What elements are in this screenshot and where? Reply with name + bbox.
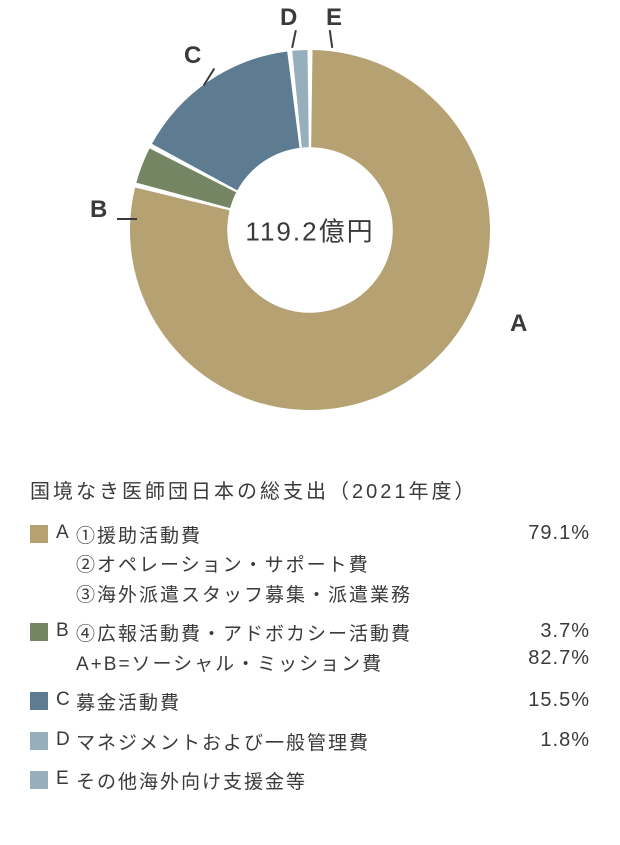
legend-pct: 15.5% — [500, 689, 590, 712]
swatch-a — [30, 525, 48, 543]
legend-row-d: D マネジメントおよび一般管理費 1.8% — [30, 729, 590, 758]
swatch-c — [30, 692, 48, 710]
legend-text: マネジメントおよび一般管理費 — [76, 729, 500, 758]
legend-pct: 79.1% — [500, 522, 590, 545]
legend-key: B — [56, 620, 76, 642]
legend-key: E — [56, 768, 76, 790]
segment-label-a: A — [510, 310, 527, 338]
legend-row-a: A ①援助活動費 ②オペレーション・サポート費 ③海外派遣スタッフ募集・派遣業務… — [30, 522, 590, 610]
swatch-e — [30, 771, 48, 789]
legend-text: ④広報活動費・アドボカシー活動費 A+B=ソーシャル・ミッション費 — [76, 620, 500, 679]
legend-row-e: E その他海外向け支援金等 — [30, 768, 590, 797]
donut-chart: 119.2億円 A B C D E — [90, 10, 530, 450]
segment-label-e: E — [326, 4, 342, 32]
legend-row-b: B ④広報活動費・アドボカシー活動費 A+B=ソーシャル・ミッション費 3.7%… — [30, 620, 590, 679]
segment-label-d: D — [280, 4, 297, 32]
legend-row-c: C 募金活動費 15.5% — [30, 689, 590, 718]
swatch-d — [30, 732, 48, 750]
segment-label-c: C — [184, 42, 201, 70]
swatch-b — [30, 623, 48, 641]
legend-text: ①援助活動費 ②オペレーション・サポート費 ③海外派遣スタッフ募集・派遣業務 — [76, 522, 500, 610]
legend-key: C — [56, 689, 76, 711]
legend-key: A — [56, 522, 76, 544]
legend: 国境なき医師団日本の総支出（2021年度） A ①援助活動費 ②オペレーション・… — [30, 475, 590, 798]
legend-text: その他海外向け支援金等 — [76, 768, 500, 797]
legend-key: D — [56, 729, 76, 751]
chart-center-value: 119.2億円 — [245, 212, 374, 249]
legend-pct: 1.8% — [500, 729, 590, 752]
tick-line — [117, 218, 137, 220]
legend-text: 募金活動費 — [76, 689, 500, 718]
legend-title: 国境なき医師団日本の総支出（2021年度） — [30, 475, 590, 504]
legend-pct: 3.7% 82.7% — [500, 620, 590, 670]
segment-label-b: B — [90, 196, 107, 224]
